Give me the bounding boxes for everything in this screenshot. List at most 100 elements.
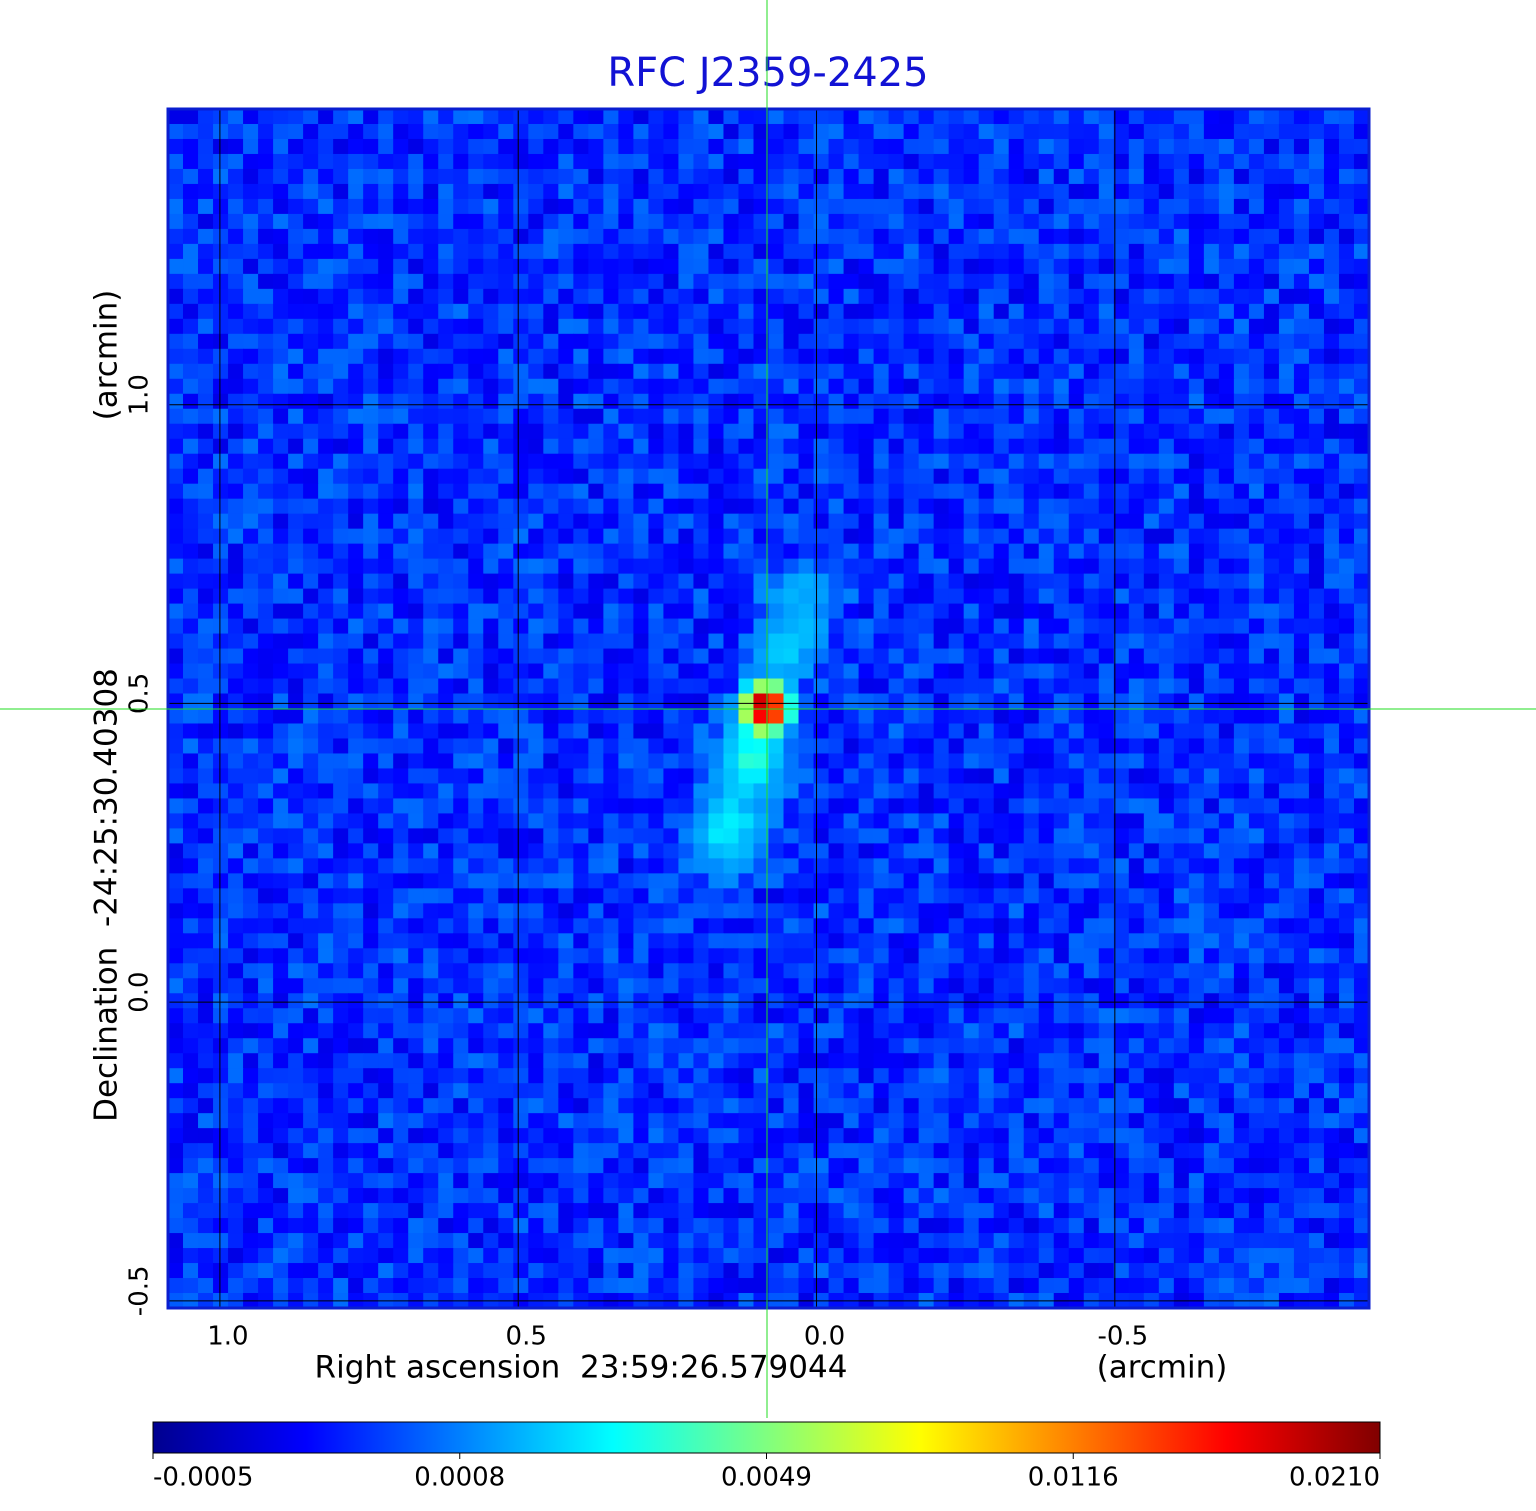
cell xyxy=(588,243,604,260)
cell xyxy=(1158,333,1175,350)
cell xyxy=(348,978,364,994)
cell xyxy=(183,303,199,320)
cell xyxy=(828,783,845,800)
cell xyxy=(843,528,860,545)
cell xyxy=(903,348,920,365)
cell xyxy=(513,768,529,785)
source-cell xyxy=(798,588,815,605)
cell xyxy=(753,858,770,874)
cell xyxy=(1278,543,1295,560)
cell xyxy=(1218,543,1235,560)
cell xyxy=(1143,948,1160,964)
cell xyxy=(1053,768,1070,785)
cell xyxy=(978,678,995,695)
cell xyxy=(918,723,935,740)
cell xyxy=(648,333,665,350)
cell xyxy=(1188,888,1205,904)
cell xyxy=(198,438,214,455)
cell xyxy=(168,663,184,680)
cell xyxy=(303,333,319,350)
cell xyxy=(423,843,439,859)
cell xyxy=(318,753,334,770)
cell xyxy=(423,483,439,500)
cell xyxy=(948,228,965,245)
cell xyxy=(543,138,559,155)
cell xyxy=(753,783,770,800)
cell xyxy=(1263,633,1280,650)
cell xyxy=(1053,333,1070,350)
cell xyxy=(1218,588,1235,605)
cell xyxy=(243,903,259,919)
cell xyxy=(1023,948,1040,964)
cell xyxy=(198,453,214,470)
cell xyxy=(1233,408,1250,425)
cell xyxy=(1323,288,1340,305)
cell xyxy=(1188,363,1205,380)
cell xyxy=(1308,828,1325,844)
cell xyxy=(603,198,619,215)
cell xyxy=(228,318,244,335)
cell xyxy=(843,603,860,620)
cell xyxy=(213,1023,229,1039)
cell xyxy=(453,453,469,470)
cell xyxy=(1158,618,1175,635)
cell xyxy=(993,453,1010,470)
cell xyxy=(783,768,800,785)
cell xyxy=(543,258,559,275)
cell xyxy=(903,393,920,410)
cell xyxy=(663,993,680,1009)
cell xyxy=(903,738,920,755)
cell xyxy=(798,813,815,829)
cell xyxy=(498,109,514,125)
cell xyxy=(1098,318,1115,335)
cell xyxy=(768,753,785,770)
cell xyxy=(798,138,815,155)
cell xyxy=(1188,408,1205,425)
cell xyxy=(468,738,484,755)
cell xyxy=(1218,183,1235,200)
cell xyxy=(423,933,439,949)
cell xyxy=(228,1023,244,1039)
cell xyxy=(1038,153,1055,170)
cell xyxy=(993,228,1010,245)
cell xyxy=(1188,588,1205,605)
cell xyxy=(438,393,454,410)
cell xyxy=(438,363,454,380)
cell xyxy=(888,109,905,125)
cell xyxy=(378,1038,394,1054)
cell xyxy=(483,783,499,800)
cell xyxy=(1008,693,1025,710)
cell xyxy=(828,918,845,934)
cell xyxy=(633,109,649,125)
cell xyxy=(453,483,469,500)
cell xyxy=(1158,603,1175,620)
cell xyxy=(618,843,634,859)
cell xyxy=(678,109,695,125)
cell xyxy=(213,543,229,560)
cell xyxy=(663,1008,680,1024)
cell xyxy=(858,378,875,395)
cell xyxy=(213,123,229,140)
cell xyxy=(348,948,364,964)
cell xyxy=(948,243,965,260)
cell xyxy=(1008,498,1025,515)
cell xyxy=(798,768,815,785)
cell xyxy=(723,109,740,125)
cell xyxy=(348,543,364,560)
cell xyxy=(333,213,349,230)
cell xyxy=(453,678,469,695)
cell xyxy=(543,408,559,425)
cell xyxy=(258,213,274,230)
cell xyxy=(1188,933,1205,949)
cell xyxy=(1083,828,1100,844)
cell xyxy=(828,423,845,440)
cell xyxy=(648,123,665,140)
cell xyxy=(858,408,875,425)
cell xyxy=(318,723,334,740)
cell xyxy=(813,348,830,365)
cell xyxy=(1113,453,1130,470)
cell xyxy=(1188,109,1205,125)
cell xyxy=(288,258,304,275)
cell xyxy=(753,528,770,545)
